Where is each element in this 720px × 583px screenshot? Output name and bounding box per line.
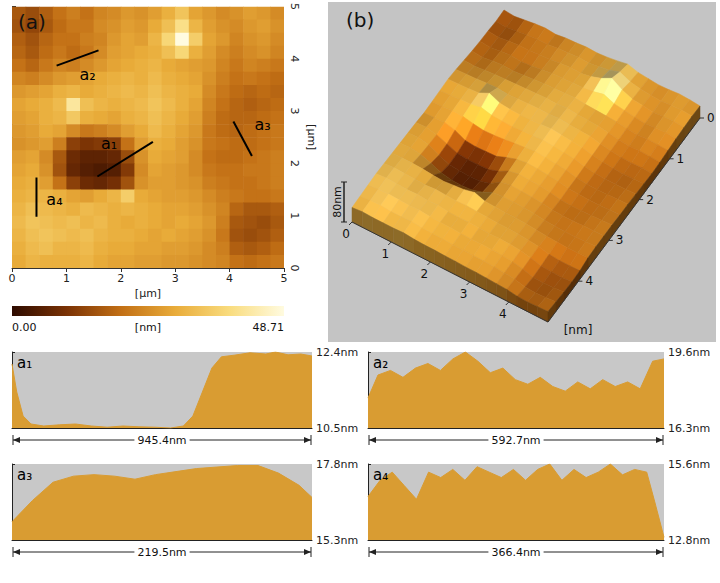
svg-text:a₁: a₁ — [101, 134, 117, 153]
svg-text:[µm]: [µm] — [305, 124, 318, 150]
svg-text:a₄: a₄ — [373, 466, 388, 484]
svg-text:1: 1 — [288, 212, 301, 219]
svg-text:219.5nm: 219.5nm — [137, 546, 186, 559]
svg-text:1: 1 — [381, 247, 389, 261]
svg-text:4: 4 — [499, 307, 507, 321]
svg-text:15.6nm: 15.6nm — [668, 458, 710, 471]
svg-text:4: 4 — [226, 272, 233, 285]
svg-text:2: 2 — [288, 160, 301, 167]
svg-text:80nm: 80nm — [331, 186, 344, 218]
svg-text:0: 0 — [342, 227, 350, 241]
svg-text:12.4nm: 12.4nm — [316, 346, 358, 359]
svg-text:2: 2 — [646, 193, 654, 207]
svg-text:3: 3 — [460, 287, 468, 301]
svg-text:12.8nm: 12.8nm — [668, 534, 710, 547]
svg-text:a₁: a₁ — [17, 354, 32, 372]
svg-text:[µm]: [µm] — [135, 287, 161, 300]
svg-text:19.6nm: 19.6nm — [668, 346, 710, 359]
svg-text:a₃: a₃ — [255, 115, 271, 134]
svg-text:(a): (a) — [18, 10, 46, 34]
svg-text:a₂: a₂ — [79, 65, 95, 84]
svg-text:0.00: 0.00 — [12, 321, 37, 334]
svg-text:366.4nm: 366.4nm — [491, 546, 540, 559]
svg-text:a₂: a₂ — [373, 354, 388, 372]
svg-text:5: 5 — [288, 3, 301, 10]
svg-text:a₃: a₃ — [17, 466, 32, 484]
svg-text:(b): (b) — [346, 8, 374, 32]
svg-text:3: 3 — [616, 233, 624, 247]
svg-text:a₄: a₄ — [46, 190, 62, 209]
svg-text:945.4nm: 945.4nm — [137, 434, 186, 447]
svg-text:16.3nm: 16.3nm — [668, 422, 710, 435]
svg-text:10.5nm: 10.5nm — [316, 422, 358, 435]
svg-text:4: 4 — [288, 55, 301, 62]
svg-text:17.8nm: 17.8nm — [316, 458, 358, 471]
svg-text:2: 2 — [421, 267, 429, 281]
svg-text:4: 4 — [585, 274, 593, 288]
svg-text:592.7nm: 592.7nm — [491, 434, 540, 447]
svg-text:5: 5 — [281, 272, 288, 285]
svg-text:[nm]: [nm] — [135, 321, 161, 334]
svg-text:[nm]: [nm] — [564, 323, 593, 337]
svg-text:1: 1 — [63, 272, 70, 285]
svg-text:0: 0 — [288, 265, 301, 272]
svg-text:0: 0 — [707, 111, 715, 125]
svg-text:3: 3 — [172, 272, 179, 285]
svg-text:1: 1 — [677, 152, 685, 166]
svg-text:2: 2 — [117, 272, 124, 285]
svg-text:0: 0 — [9, 272, 16, 285]
svg-text:48.71: 48.71 — [253, 321, 285, 334]
svg-text:15.3nm: 15.3nm — [316, 534, 358, 547]
svg-text:3: 3 — [288, 108, 301, 115]
